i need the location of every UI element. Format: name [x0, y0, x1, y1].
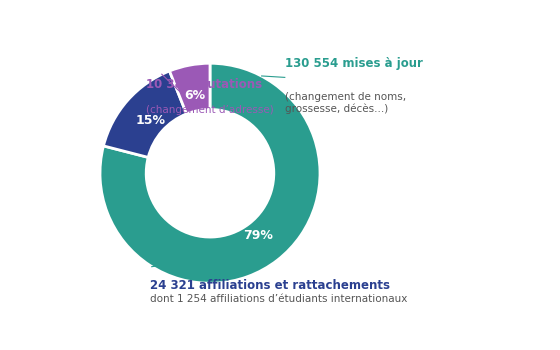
Text: 130 554 mises à jour: 130 554 mises à jour [285, 57, 423, 70]
Text: dont 1 254 affiliations d’étudiants internationaux: dont 1 254 affiliations d’étudiants inte… [150, 294, 407, 304]
Wedge shape [100, 63, 320, 283]
Text: 10 385 mutations: 10 385 mutations [146, 78, 262, 91]
Text: (changement d’adresse): (changement d’adresse) [146, 105, 274, 115]
Text: 24 321 affiliations et rattachements: 24 321 affiliations et rattachements [150, 279, 390, 292]
Wedge shape [104, 71, 186, 158]
Wedge shape [170, 63, 210, 114]
Text: 15%: 15% [136, 114, 166, 127]
Text: 79%: 79% [244, 229, 273, 242]
Text: (changement de noms,
grossesse, décès...): (changement de noms, grossesse, décès...… [285, 92, 406, 114]
Text: 6%: 6% [185, 89, 206, 102]
